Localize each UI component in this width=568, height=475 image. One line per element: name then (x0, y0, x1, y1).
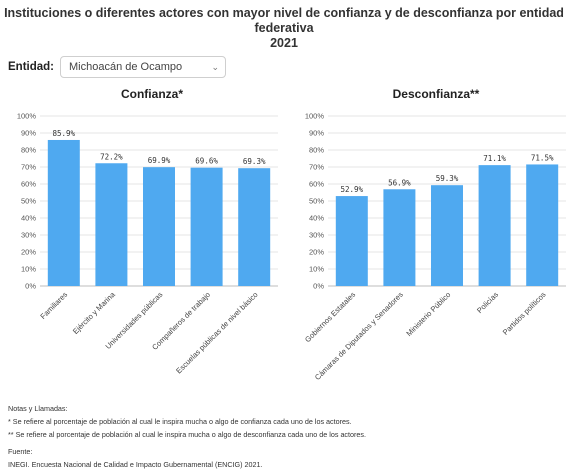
y-tick-label: 40% (21, 214, 36, 223)
data-label: 69.3% (243, 157, 266, 166)
chevron-down-icon: ⌄ (211, 62, 219, 73)
x-tick-label: Policías (475, 290, 500, 315)
chart-panel-1: Confianza* 0% 10% 20% 30% 40% 50% 60% 70% 80% 90% 1… (17, 87, 278, 375)
data-label: 72.2% (100, 152, 123, 161)
y-tick-label: 70% (21, 163, 36, 172)
data-label: 85.9% (53, 129, 76, 138)
chart-title: Instituciones o diferentes actores con m… (0, 6, 568, 51)
y-tick-label: 40% (309, 214, 324, 223)
data-label: 59.3% (436, 174, 459, 183)
notes-heading: Notas y Llamadas: (8, 402, 564, 415)
chart-subtitle: Confianza* (121, 87, 183, 101)
y-tick-label: 100% (305, 112, 325, 121)
bar[interactable] (95, 163, 127, 286)
data-label: 69.6% (195, 157, 218, 166)
x-tick-label: Partidos políticos (501, 290, 548, 337)
x-tick-label: Ejército y Marina (71, 289, 117, 335)
y-tick-label: 30% (309, 231, 324, 240)
charts-area: Confianza* 0% 10% 20% 30% 40% 50% 60% 70% 80% 90% 1… (0, 82, 568, 400)
title-line-2: federativa (0, 21, 568, 36)
title-line-1: Instituciones o diferentes actores con m… (0, 6, 568, 21)
x-tick-label: Gobiernos Estatales (303, 290, 357, 344)
y-tick-label: 0% (25, 282, 36, 291)
y-tick-label: 20% (309, 248, 324, 257)
bar[interactable] (383, 189, 415, 286)
x-tick-label: Escuelas públicas de nivel básico (174, 290, 259, 375)
entity-select-value: Michoacán de Ocampo (69, 61, 182, 73)
data-label: 71.5% (531, 153, 554, 162)
data-label: 71.1% (483, 154, 506, 163)
y-tick-label: 90% (309, 129, 324, 138)
bar[interactable] (48, 140, 80, 286)
y-tick-label: 10% (21, 265, 36, 274)
bar[interactable] (526, 164, 558, 286)
bar[interactable] (479, 165, 511, 286)
entity-label: Entidad: (8, 61, 54, 73)
source-heading: Fuente: (8, 445, 564, 458)
chart-subtitle: Desconfianza** (393, 87, 480, 101)
bar[interactable] (143, 167, 175, 286)
x-tick-label: Ministerio Público (404, 290, 452, 338)
data-label: 52.9% (341, 185, 364, 194)
notes-section: Notas y Llamadas: * Se refiere al porcen… (8, 402, 564, 471)
entity-filter: Entidad: Michoacán de Ocampo ⌄ (8, 56, 226, 78)
x-tick-label: Cámaras de Diputados y Senadores (313, 290, 405, 382)
y-tick-label: 50% (309, 197, 324, 206)
y-tick-label: 0% (313, 282, 324, 291)
y-tick-label: 60% (309, 180, 324, 189)
y-tick-label: 50% (21, 197, 36, 206)
chart-panel-2: Desconfianza** 0% 10% 20% 30% 40% 50% 60% 70% 80%… (303, 87, 566, 382)
bar[interactable] (191, 168, 223, 286)
y-tick-label: 100% (17, 112, 37, 121)
note-desconfianza: ** Se refiere al porcentaje de población… (8, 428, 564, 441)
y-tick-label: 10% (309, 265, 324, 274)
y-tick-label: 30% (21, 231, 36, 240)
bar[interactable] (431, 185, 463, 286)
y-tick-label: 20% (21, 248, 36, 257)
bar[interactable] (336, 196, 368, 286)
y-tick-label: 70% (309, 163, 324, 172)
entity-select[interactable]: Michoacán de Ocampo ⌄ (60, 56, 226, 78)
note-confianza: * Se refiere al porcentaje de población … (8, 415, 564, 428)
y-tick-label: 60% (21, 180, 36, 189)
data-label: 69.9% (148, 156, 171, 165)
y-tick-label: 90% (21, 129, 36, 138)
y-tick-label: 80% (309, 146, 324, 155)
data-label: 56.9% (388, 178, 411, 187)
bar[interactable] (238, 168, 270, 286)
x-tick-label: Familiares (38, 290, 69, 321)
y-tick-label: 80% (21, 146, 36, 155)
title-year: 2021 (0, 36, 568, 51)
source-text: INEGI. Encuesta Nacional de Calidad e Im… (8, 458, 564, 471)
